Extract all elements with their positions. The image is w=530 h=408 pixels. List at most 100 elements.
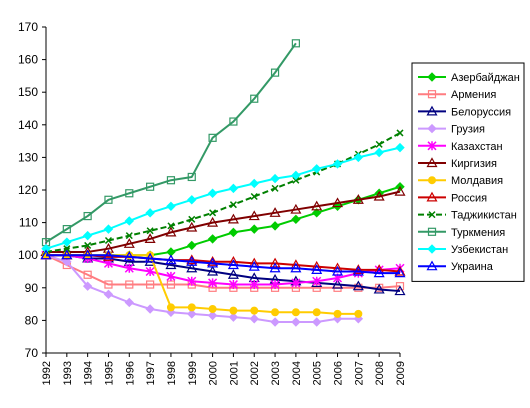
y-tick-label: 100 [18,248,38,262]
data-point-8 [250,192,258,201]
x-tick-label: 1992 [41,361,53,385]
x-tick-label: 2005 [312,361,324,385]
data-point-5 [144,233,156,243]
data-point-4 [249,280,259,290]
plot-area: 70 80 90 100 110 120 130 140 150 160 170 1992 1993 19… [18,20,407,385]
data-point-6 [291,308,300,317]
x-tick-label: 2007 [353,361,365,385]
legend-box [411,62,525,282]
data-point-11 [144,252,156,263]
data-point-3 [270,317,280,327]
x-tick-label: 2008 [374,361,386,385]
data-point-8 [375,140,383,148]
y-tick-label: 80 [25,313,39,327]
data-point-9 [146,182,155,191]
data-point-2 [207,265,219,276]
data-point-11 [61,249,73,260]
data-point-5 [290,203,302,214]
data-point-5 [373,190,385,201]
data-point-5 [311,200,323,211]
data-point-0 [270,221,280,231]
x-tick-label: 1999 [187,361,199,385]
y-tick-label: 150 [18,85,38,99]
data-point-0 [187,240,197,251]
legend-marker-7 [426,191,438,202]
series-line-6 [46,254,359,315]
data-point-3 [62,257,72,267]
legend-label-5: Киргизия [451,158,497,170]
x-tick-label: 2006 [333,361,345,385]
data-point-3 [291,317,301,327]
data-point-11 [207,257,219,268]
data-point-0 [311,208,322,218]
y-tick-label: 140 [18,118,38,132]
data-point-10 [41,243,51,254]
series-line-3 [45,254,359,324]
data-point-10 [249,178,259,189]
data-point-10 [187,195,197,205]
y-tick-label: 70 [25,346,39,360]
data-point-10 [311,164,322,174]
legend-label-7: Россия [451,192,487,204]
data-point-4 [166,271,176,281]
legend-marker-0 [427,72,437,82]
y-tick-label: 90 [25,281,39,295]
legend-marker-9 [427,227,437,236]
x-tick-label: 2009 [395,361,407,385]
x-tick-label: 2001 [228,361,240,385]
data-point-0 [291,214,301,225]
data-point-6 [312,308,321,317]
data-point-4 [124,263,134,273]
data-point-3 [103,289,114,300]
data-point-11 [332,265,344,276]
data-point-3 [124,297,135,308]
legend-label-9: Туркмения [451,227,505,239]
data-point-6 [250,306,259,315]
data-point-5 [269,207,281,217]
data-point-2 [227,269,239,279]
data-point-6 [187,303,196,312]
data-point-2 [394,285,406,296]
data-point-10 [103,224,114,234]
legend-label-2: Белоруссия [451,106,511,118]
legend-marker-4 [427,141,437,151]
legend-marker-10 [427,244,437,254]
data-point-9 [270,68,280,77]
data-point-10 [145,208,155,218]
data-point-9 [291,39,300,48]
data-point-9 [125,189,134,198]
data-point-6 [354,309,363,318]
data-point-11 [40,249,52,260]
data-point-3 [82,281,93,291]
data-point-3 [311,317,322,327]
legend-label-6: Молдавия [451,175,503,187]
data-point-6 [271,308,280,317]
x-tick-label: 1998 [166,361,178,385]
legend-label-10: Узбекистан [451,244,508,256]
data-point-10 [332,159,343,169]
data-point-1 [83,270,92,279]
legend: Азербайджан Армения Белоруссия Грузия Казахс… [411,62,525,282]
data-point-11 [186,255,198,266]
data-point-4 [270,280,280,290]
data-point-1 [104,280,113,289]
x-tick-label: 1995 [103,361,115,385]
series-line-10 [45,146,401,250]
data-point-8 [125,232,133,240]
data-point-4 [291,278,301,288]
data-point-9 [229,117,238,126]
data-point-10 [395,142,405,153]
data-point-3 [249,314,259,324]
data-point-6 [229,306,238,315]
data-point-6 [208,304,217,313]
data-point-8 [209,209,217,217]
data-point-10 [207,188,218,198]
data-point-11 [82,249,94,260]
data-point-1 [395,282,405,291]
data-point-10 [291,170,301,181]
data-point-7 [186,254,198,265]
data-point-5 [227,213,239,224]
data-point-10 [82,230,93,241]
data-point-5 [352,194,364,204]
